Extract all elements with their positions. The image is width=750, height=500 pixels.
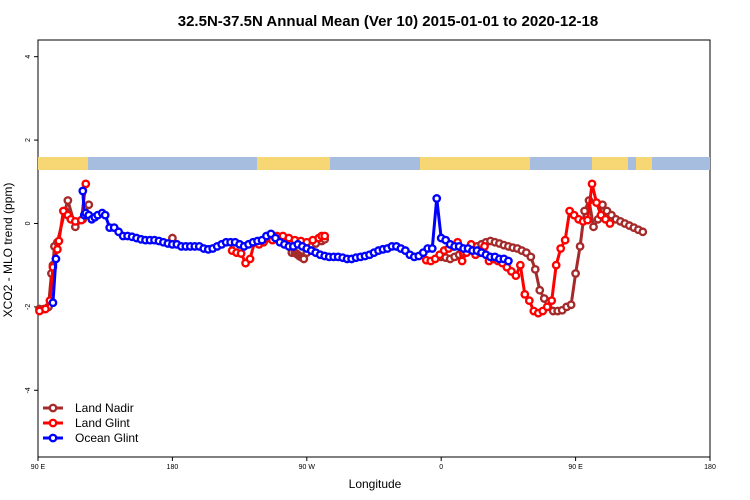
land-strip-segment	[420, 157, 530, 170]
data-point	[589, 222, 598, 232]
data-point	[575, 242, 585, 251]
legend-label: Land Nadir	[75, 401, 134, 415]
series-line-segment	[578, 210, 587, 247]
data-point	[542, 302, 552, 312]
series-line-segment	[569, 273, 578, 306]
data-point	[53, 244, 62, 254]
legend-swatch-marker	[48, 418, 58, 428]
data-point	[583, 215, 592, 225]
data-point	[245, 254, 255, 264]
legend-swatch-marker	[48, 403, 58, 413]
legend-item-land-nadir: Land Nadir	[43, 401, 134, 415]
series-line-segment	[51, 258, 58, 303]
data-point	[524, 296, 534, 306]
series-line-segment	[563, 210, 572, 241]
legend-item-ocean-glint: Ocean Glint	[43, 431, 139, 445]
land-strip-segment	[257, 157, 330, 170]
y-axis-label: XCO2 - MLO trend (ppm)	[1, 183, 15, 318]
data-point	[84, 200, 94, 210]
data-point	[48, 298, 58, 308]
data-point	[526, 252, 536, 262]
data-point	[320, 231, 330, 241]
data-point	[236, 249, 246, 258]
y-axis: -4 -2 0 2 4	[25, 55, 38, 393]
land-strip-segment	[592, 157, 628, 170]
data-point	[587, 179, 597, 189]
data-point	[503, 256, 513, 266]
data-point	[592, 198, 601, 208]
data-point	[511, 271, 521, 281]
data-point	[515, 260, 525, 270]
x-tick-label: 180	[167, 464, 179, 471]
data-point	[520, 289, 530, 299]
data-point	[100, 210, 110, 220]
data-point	[432, 194, 442, 203]
series-line-segment	[435, 198, 443, 239]
land-strip-segment	[636, 157, 652, 170]
data-point	[560, 235, 570, 245]
x-tick-label: 90 W	[299, 464, 316, 471]
legend-swatch-marker	[48, 433, 58, 443]
series-line-segment	[430, 198, 439, 249]
legend-label: Ocean Glint	[75, 431, 139, 445]
x-tick-label: 0	[439, 464, 443, 471]
data-point	[571, 269, 580, 278]
data-point	[535, 285, 545, 295]
data-point	[580, 206, 589, 216]
y-tick-label: 0	[25, 221, 32, 225]
series-line-segment	[57, 210, 65, 242]
series-layer	[35, 179, 648, 318]
x-tick-label: 90 E	[31, 464, 46, 471]
data-point	[81, 179, 91, 189]
plot-area-frame	[37, 39, 711, 458]
ocean-strip	[38, 157, 710, 170]
series-line-segment	[518, 264, 527, 295]
x-tick-label: 90 E	[568, 464, 583, 471]
data-point	[551, 260, 561, 270]
data-point	[605, 219, 615, 228]
y-tick-label: -4	[25, 387, 32, 393]
data-point	[41, 304, 50, 314]
series-ocean-glint	[48, 186, 513, 308]
data-point	[530, 264, 540, 274]
series-line-segment	[574, 246, 582, 274]
land-strip-segment	[38, 157, 88, 170]
data-point	[427, 244, 437, 253]
data-point	[63, 196, 73, 205]
y-tick-label: 4	[25, 55, 32, 59]
chart-title: 32.5N-37.5N Annual Mean (Ver 10) 2015-01…	[178, 13, 598, 30]
y-tick-label: -2	[25, 304, 32, 310]
series-line-segment	[48, 267, 55, 301]
series-line-segment	[550, 264, 558, 301]
legend-item-land-glint: Land Glint	[43, 416, 130, 430]
series-line-segment	[586, 183, 594, 221]
data-point	[547, 296, 557, 306]
x-tick-label: 180	[704, 464, 716, 471]
data-point	[457, 256, 467, 266]
data-point	[51, 254, 61, 264]
x-axis: 90 E 180 90 W 0 90 E 180	[31, 457, 716, 471]
y-tick-label: 2	[25, 138, 32, 142]
land-ocean-strip	[38, 157, 710, 170]
x-axis-label: Longitude	[349, 477, 402, 491]
data-point	[566, 300, 576, 310]
data-point	[556, 244, 566, 253]
data-point	[638, 227, 648, 237]
data-point	[78, 186, 88, 196]
data-point	[54, 236, 64, 246]
legend-label: Land Glint	[75, 416, 130, 430]
